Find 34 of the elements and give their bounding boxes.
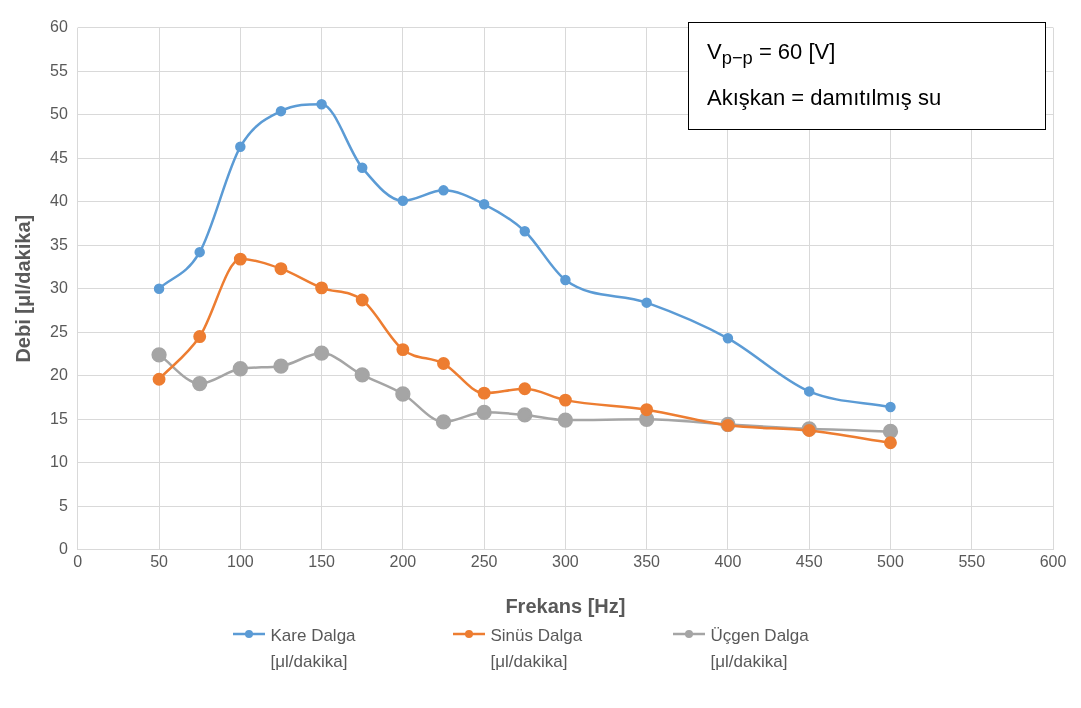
x-tick-label: 400	[714, 552, 742, 570]
y-tick-label: 60	[50, 18, 68, 36]
y-axis-title: Debi [μl/dakika]	[11, 214, 34, 363]
x-tick-label: 50	[150, 552, 169, 570]
x-tick-label: 100	[226, 552, 254, 570]
y-tick-label: 15	[50, 409, 68, 427]
legend-label: Kare Dalga [μl/dakika]	[270, 625, 357, 673]
legend-label: Sinüs Dalga [μl/dakika]	[490, 625, 584, 673]
x-tick-label: 600	[1039, 552, 1067, 570]
y-tick-label: 10	[50, 453, 68, 471]
x-tick-label: 550	[958, 552, 986, 570]
y-tick-label: 0	[58, 540, 68, 558]
x-tick-label: 200	[389, 552, 417, 570]
y-tick-label: 35	[50, 235, 68, 253]
x-tick-label: 150	[308, 552, 336, 570]
y-tick-label: 55	[50, 61, 68, 79]
y-tick-label: 40	[50, 192, 68, 210]
x-tick-label: 0	[73, 552, 83, 570]
annotation: Akışkan = damıtılmış su	[707, 85, 943, 112]
y-tick-label: 30	[50, 279, 68, 297]
y-tick-label: 20	[50, 366, 68, 384]
x-tick-label: 450	[795, 552, 823, 570]
y-tick-label: 45	[50, 148, 68, 166]
x-axis-title: Frekans [Hz]	[505, 594, 626, 617]
note-box: V$_{p−p}$ = 60 [V] Akışkan = damıtılmış su	[688, 22, 1046, 131]
x-tick-label: 300	[552, 552, 579, 570]
x-tick-label: 250	[470, 552, 498, 570]
legend-label: Üçgen Dalga [μl/dakika]	[710, 625, 810, 673]
y-tick-label: 5	[58, 496, 68, 514]
x-tick-label: 350	[633, 552, 661, 570]
y-tick-label: 50	[50, 105, 68, 123]
y-tick-label: 25	[50, 322, 68, 340]
x-tick-label: 500	[877, 552, 904, 570]
annotation: V$_{p−p}$ = 60 [V]	[707, 39, 837, 70]
